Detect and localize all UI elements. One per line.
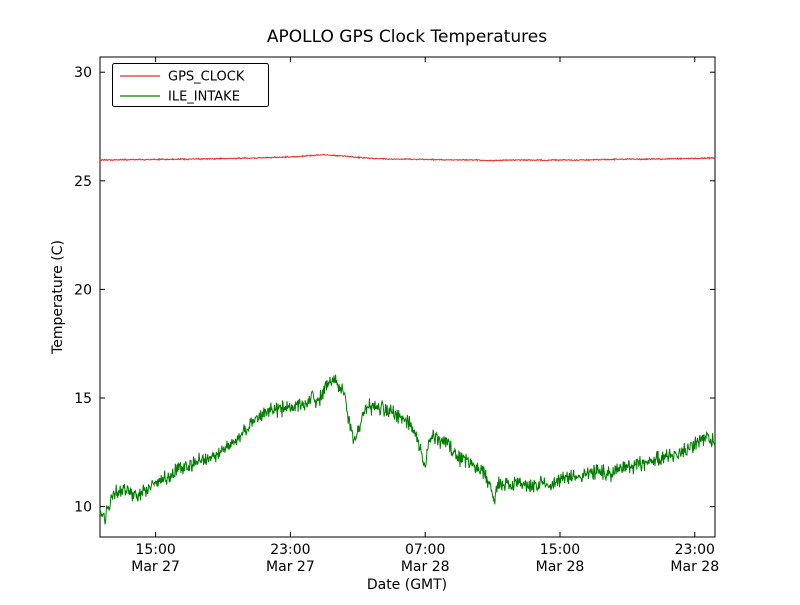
chart-title: APOLLO GPS Clock Temperatures	[267, 27, 547, 47]
y-tick-label: 20	[74, 282, 92, 298]
x-tick-date-label: Mar 28	[401, 559, 450, 575]
x-tick-time-label: 23:00	[270, 542, 310, 558]
x-tick-time-label: 15:00	[135, 542, 175, 558]
y-tick-label: 25	[74, 174, 92, 190]
y-tick-label: 15	[74, 391, 92, 407]
x-tick-time-label: 23:00	[675, 542, 715, 558]
x-axis-label: Date (GMT)	[367, 577, 447, 593]
x-tick-date-label: Mar 27	[131, 559, 180, 575]
legend: GPS_CLOCK ILE_INTAKE	[112, 63, 269, 107]
legend-label-ile-intake: ILE_INTAKE	[168, 90, 240, 105]
y-tick-label: 10	[74, 500, 92, 516]
series-group	[99, 153, 716, 525]
x-tick-time-label: 07:00	[405, 542, 445, 558]
series-line-gps-clock	[99, 153, 715, 163]
series-line-ile-intake	[99, 374, 716, 525]
x-tick-time-label: 15:00	[540, 542, 580, 558]
y-axis-label: Temperature (C)	[50, 240, 66, 355]
x-tick-date-label: Mar 28	[536, 559, 585, 575]
x-tick-date-label: Mar 28	[670, 559, 719, 575]
y-tick-label: 30	[74, 65, 92, 81]
legend-label-gps-clock: GPS_CLOCK	[168, 70, 245, 85]
x-tick-date-label: Mar 27	[266, 559, 315, 575]
